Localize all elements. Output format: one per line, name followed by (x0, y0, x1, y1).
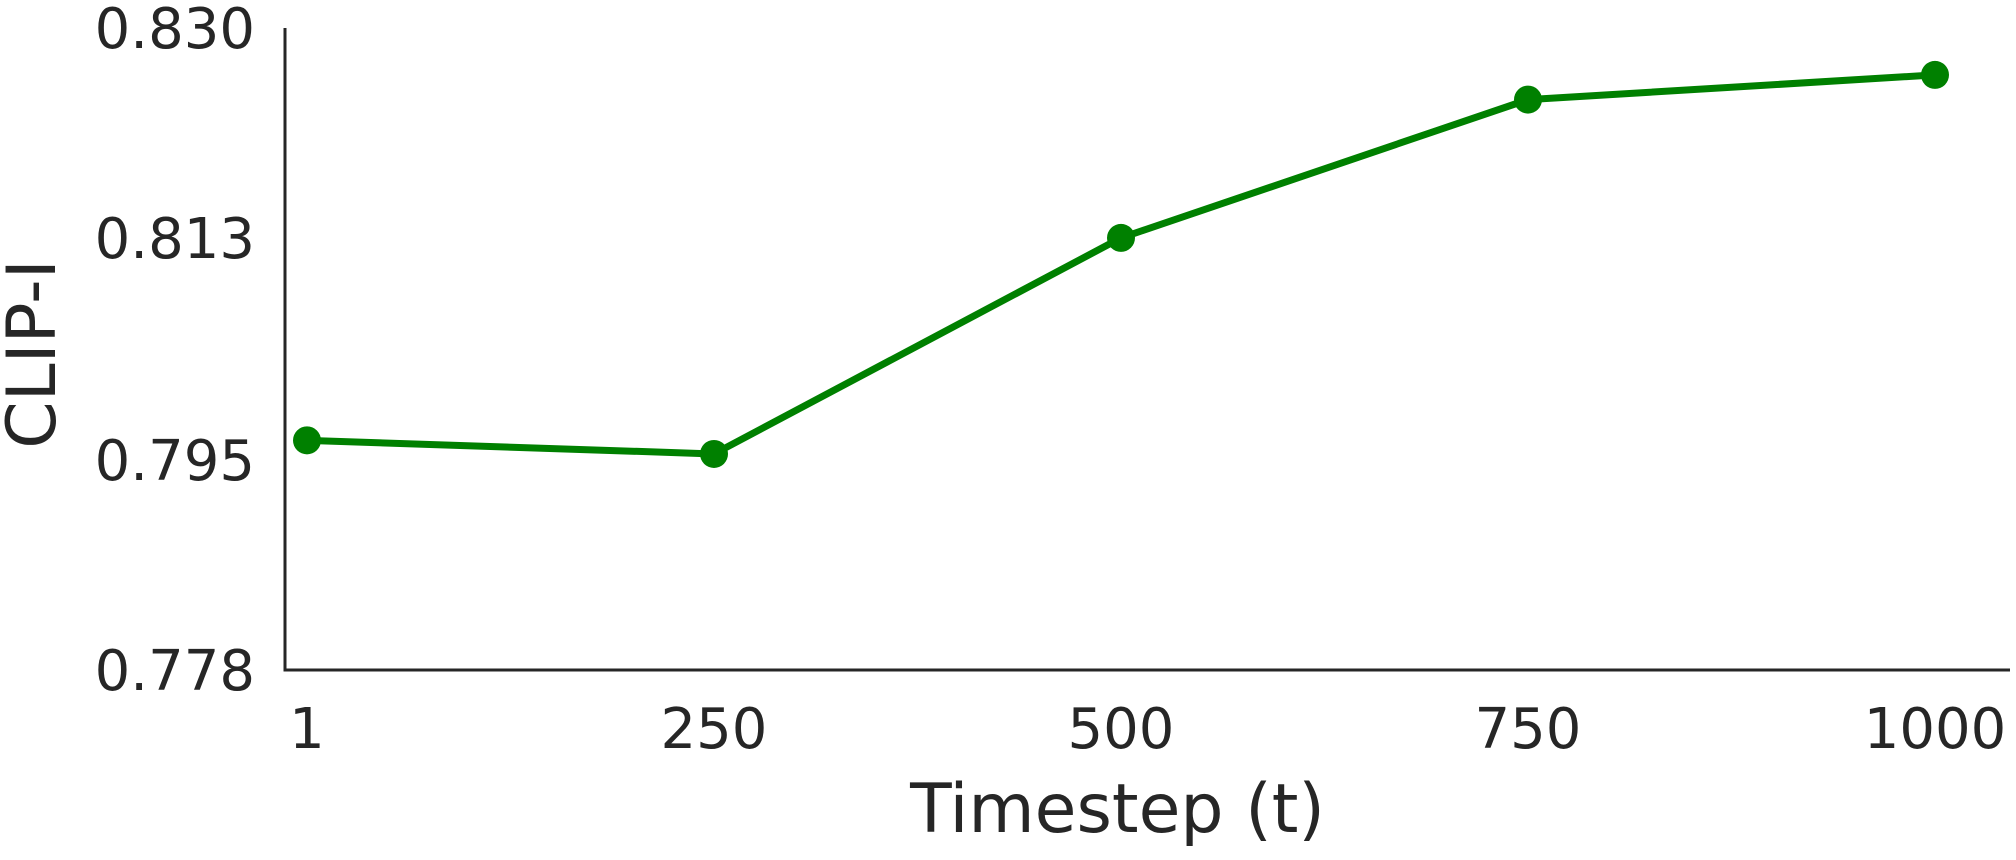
x-tick-label: 500 (1068, 697, 1175, 762)
x-axis-title: Timestep (t) (909, 770, 1325, 849)
data-point (1514, 85, 1542, 114)
data-point (293, 426, 321, 455)
x-tick-label: 750 (1475, 697, 1582, 762)
axes (283, 28, 2010, 672)
x-tick-label: 250 (661, 697, 768, 762)
x-tick-label: 1000 (1864, 697, 2007, 762)
data-point (1107, 223, 1135, 252)
data-point (1921, 60, 1949, 89)
series-line (303, 71, 1939, 458)
tick-labels: 0.778 0.795 0.813 0.830 1 250 500 750 1000 (95, 0, 2007, 762)
y-tick-label: 0.813 (95, 207, 255, 272)
x-tick-label: 1 (289, 697, 325, 762)
data-point (700, 439, 728, 468)
y-tick-label: 0.830 (95, 0, 255, 62)
y-tick-label: 0.795 (95, 429, 255, 494)
y-axis-title: CLIP-I (0, 259, 72, 449)
series (293, 60, 1949, 468)
y-tick-label: 0.778 (95, 639, 255, 704)
